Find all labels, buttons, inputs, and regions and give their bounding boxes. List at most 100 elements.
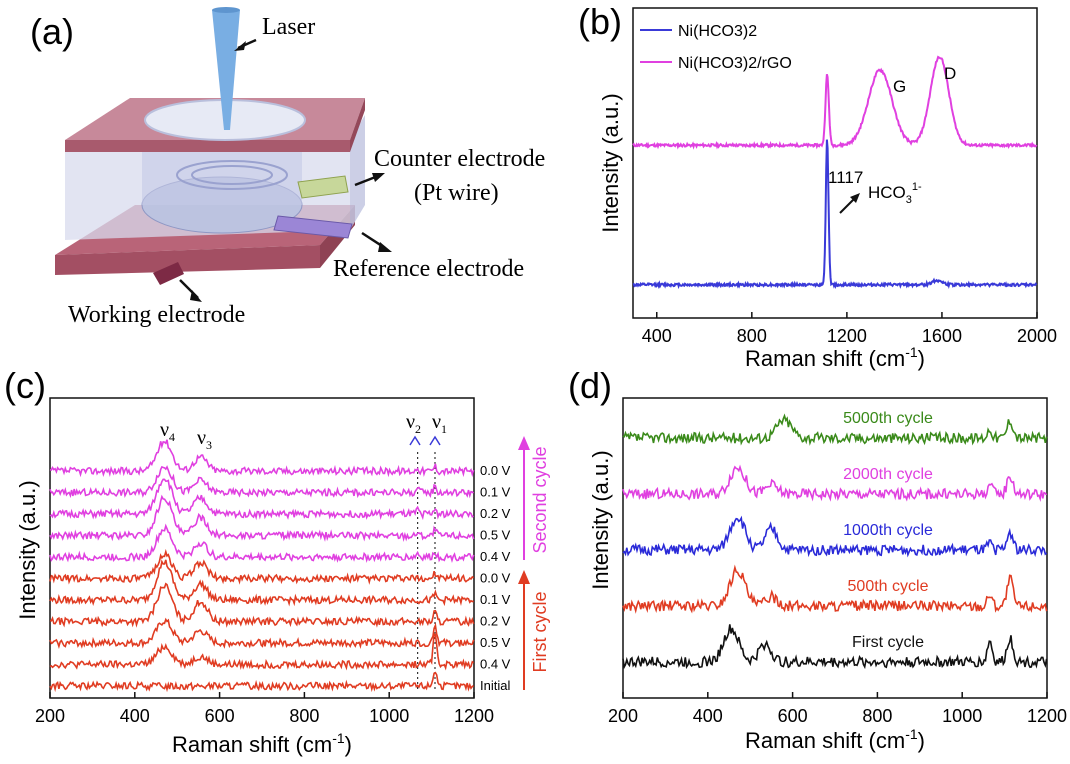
series-label: 2000th cycle [843,466,933,483]
xtick-label: 400 [642,326,672,346]
cell-side-wall [350,115,365,230]
panel-c-xlabel: Raman shift (cm-1) [172,730,352,757]
voltage-label: 0.1 V [480,485,511,500]
counter-electrode-label: Counter electrode [374,146,545,172]
panel-c-frame [49,397,475,699]
panel-d-xticks: 200 400 600 800 1000 1200 [608,692,1067,726]
voltage-label: 0.1 V [480,592,511,607]
panel-d-series: 5000th cycle 2000th cycle 1000th cycle 500t… [622,410,1048,670]
panel-c-ylabel: Intensity (a.u.) [15,480,40,619]
voltage-label: 0.2 V [480,614,511,629]
series-line-0 [632,55,1038,150]
peak-label-d: D [944,64,956,83]
panel-a-letter: (a) [30,11,74,52]
peak-label-v2: ν2 [406,411,421,436]
voltage-label: 0.5 V [480,528,511,543]
second-cycle-arrowhead [518,436,530,450]
hco3-arrowhead [850,193,860,203]
panel-d-ylabel: Intensity (a.u.) [588,450,613,589]
peak-label-1117: 1117 [828,168,863,187]
xtick-label: 400 [120,706,150,726]
xtick-label: 400 [693,706,723,726]
counter-coil-2 [191,165,273,185]
counter-coil-1 [176,160,288,190]
laser-beam [212,10,240,130]
series-line-8 [49,617,475,649]
reference-electrode-rod [273,215,353,239]
series-label: 5000th cycle [843,410,933,427]
panel-d-chart: (d) 5000th cycle 2000th cycle 1000th cycle… [568,365,1067,753]
legend-label: Ni(HCO3)2/rGO [678,55,792,72]
xtick-label: 1600 [922,326,962,346]
working-arrowhead [190,290,202,302]
series-line-4 [49,523,475,564]
working-electrode-label: Working electrode [68,302,245,328]
series-line-2 [622,515,1048,558]
xtick-label: 200 [35,706,65,726]
peak-label-v1: ν1 [432,411,447,436]
voltage-label: 0.0 V [480,571,511,586]
first-cycle-arrowhead [518,570,530,584]
panel-c-xticks: 200 400 600 800 1000 1200 [35,692,494,726]
peak-label-v4: ν4 [160,419,175,444]
legend-label: Ni(HCO3)2 [678,23,757,40]
top-slab-front [65,140,350,152]
v1-caret [429,435,441,446]
xtick-label: 1000 [942,706,982,726]
panel-d-letter: (d) [568,365,612,406]
working-electrode-rod [153,262,184,285]
series-line-5 [49,548,475,585]
series-line-2 [49,478,474,521]
xtick-label: 1200 [827,326,867,346]
series-line-0 [622,413,1048,446]
reference-arrowhead [378,242,392,252]
xtick-label: 200 [608,706,638,726]
counter-electrode-sublabel: (Pt wire) [414,180,499,206]
series-line-1 [632,139,1038,290]
xtick-label: 600 [778,706,808,726]
series-line-10 [49,671,475,693]
panel-c-letter: (c) [4,365,46,406]
voltage-label: Initial [480,678,510,693]
second-cycle-label: Second cycle [530,446,550,553]
xtick-label: 600 [205,706,235,726]
xtick-label: 800 [862,706,892,726]
series-label: First cycle [852,634,924,651]
panel-a-schematic: (a) Laser Counter electrode [30,7,545,328]
top-slab-side [350,98,365,152]
series-line-7 [49,582,475,628]
counter-arrowhead [372,173,385,182]
peak-label-v3: ν3 [197,427,212,452]
panel-b-xlabel: Raman shift (cm-1) [745,344,925,371]
panel-b-chart: (b) 400 800 1200 1600 2000 Ni(HCO3)2Ni(HCO3)… [578,1,1057,371]
series-line-0 [49,439,475,478]
peak-label-hco3: HCO31- [868,181,922,206]
panel-b-legend: Ni(HCO3)2 Ni(HCO3)2/rGO [640,23,792,72]
series-line-3 [622,564,1048,614]
panel-b-frame [632,7,1038,319]
voltage-label: 0.4 V [480,657,511,672]
reference-electrode-label: Reference electrode [333,256,524,282]
first-cycle-label: First cycle [530,592,550,673]
panel-d-frame [622,397,1048,699]
series-label: 1000th cycle [843,522,933,539]
voltage-label: 0.5 V [480,635,511,650]
xtick-label: 1200 [1027,706,1067,726]
series-line-1 [49,465,475,499]
series-line-6 [49,559,474,607]
laser-top [212,7,240,13]
series-line-9 [49,632,475,671]
series-line-4 [622,624,1048,670]
counter-electrode-rod [297,175,349,199]
series-line-1 [622,464,1048,502]
xtick-label: 1200 [454,706,494,726]
bottom-slab-front [55,245,320,275]
panel-c-series [49,439,475,693]
laser-label: Laser [262,14,315,40]
xtick-label: 800 [737,326,767,346]
panel-b-series [632,55,1038,290]
panel-b-ylabel: Intensity (a.u.) [598,93,623,232]
voltage-label: 0.0 V [480,463,511,478]
series-label: 500th cycle [848,578,929,595]
